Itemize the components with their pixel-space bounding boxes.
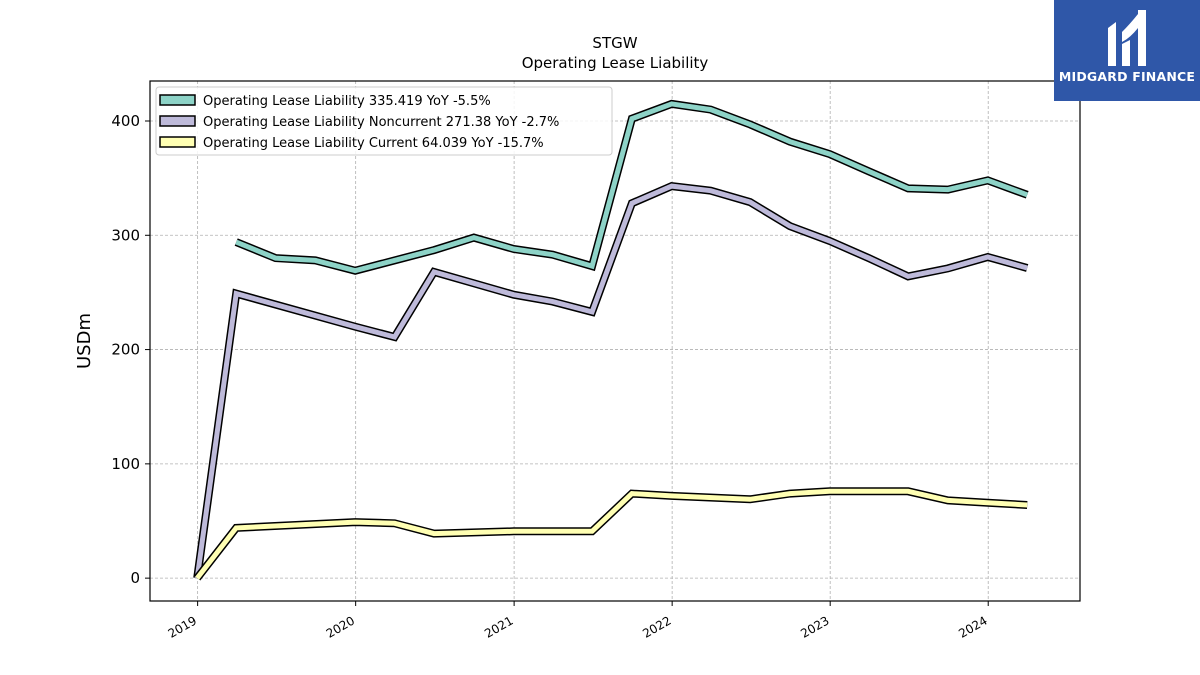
legend: Operating Lease Liability 335.419 YoY -5… (155, 86, 613, 156)
series-outline (193, 182, 1029, 579)
series-stroke (195, 488, 1028, 580)
legend-label: Operating Lease Liability 335.419 YoY -5… (203, 94, 491, 109)
x-tick-label: 2019 (166, 613, 199, 640)
x-tick-label: 2023 (798, 613, 831, 640)
y-tick-label: 400 (111, 112, 140, 130)
legend-swatch (159, 115, 196, 127)
y-tick-label: 200 (111, 341, 140, 359)
legend-label: Operating Lease Liability Noncurrent 271… (203, 115, 559, 130)
series-line (194, 487, 1028, 581)
y-axis-label: USDm (74, 313, 95, 369)
brand-logo: MIDGARD FINANCE (1054, 0, 1200, 101)
chart-title: STGW (592, 34, 637, 52)
series-outline (194, 487, 1028, 581)
legend-box (155, 86, 613, 156)
x-tick-label: 2021 (482, 613, 515, 640)
legend-swatch (159, 94, 196, 106)
legend-label: Operating Lease Liability Current 64.039… (203, 136, 544, 151)
series-stroke (235, 101, 1029, 274)
series-line (234, 99, 1029, 275)
x-tick-label: 2024 (956, 613, 989, 640)
x-tick-label: 2020 (324, 613, 357, 640)
y-tick-label: 0 (130, 569, 140, 587)
y-axis-ticks: 0 100 200 300 400 (111, 112, 150, 587)
x-axis-ticks: 2019 2020 2021 2022 2023 2024 (166, 601, 990, 641)
series-layer (193, 99, 1029, 581)
series-stroke (194, 183, 1028, 579)
x-tick-label: 2022 (640, 613, 673, 640)
plot-frame (149, 80, 1081, 602)
y-tick-label: 300 (111, 226, 140, 244)
chart-subtitle: Operating Lease Liability (522, 54, 709, 72)
midgard-logo-icon (1108, 10, 1146, 66)
series-line (193, 182, 1029, 579)
brand-name: MIDGARD FINANCE (1058, 69, 1196, 84)
y-tick-label: 100 (111, 455, 140, 473)
legend-swatch (159, 136, 196, 148)
